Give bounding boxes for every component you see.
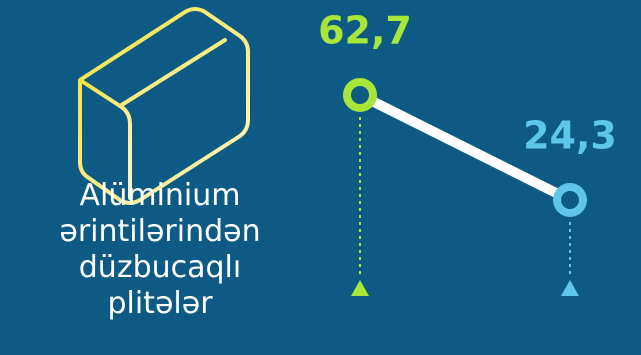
icon [78, 7, 250, 205]
value-label: 24,3 [523, 113, 617, 157]
marker-triangle [351, 280, 369, 296]
marker-triangle [561, 280, 579, 296]
value-label: 62,7 [318, 8, 412, 52]
point [343, 77, 377, 112]
line [357, 90, 573, 205]
point [553, 182, 587, 217]
chart-title: Alüminium ərintilərindən düzbucaqlı plit… [59, 178, 261, 321]
